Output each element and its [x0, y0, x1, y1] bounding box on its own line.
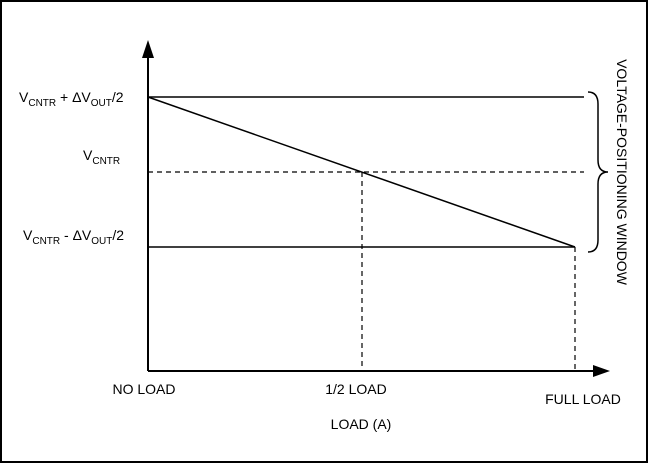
half-load-label: 1/2 LOAD — [325, 381, 386, 397]
y-axis-arrowhead — [142, 40, 154, 58]
center-voltage-label: VCNTR — [83, 147, 120, 167]
full-load-label: FULL LOAD — [545, 391, 621, 407]
upper-voltage-label: VCNTR + ΔVOUT/2 — [19, 89, 124, 109]
x-axis-title: LOAD (A) — [331, 416, 392, 432]
no-load-label: NO LOAD — [112, 381, 175, 397]
window-label: VOLTAGE-POSITIONING WINDOW — [614, 59, 630, 286]
lower-voltage-label: VCNTR - ΔVOUT/2 — [23, 227, 124, 247]
x-axis-arrowhead — [593, 365, 610, 377]
window-brace — [587, 91, 609, 253]
